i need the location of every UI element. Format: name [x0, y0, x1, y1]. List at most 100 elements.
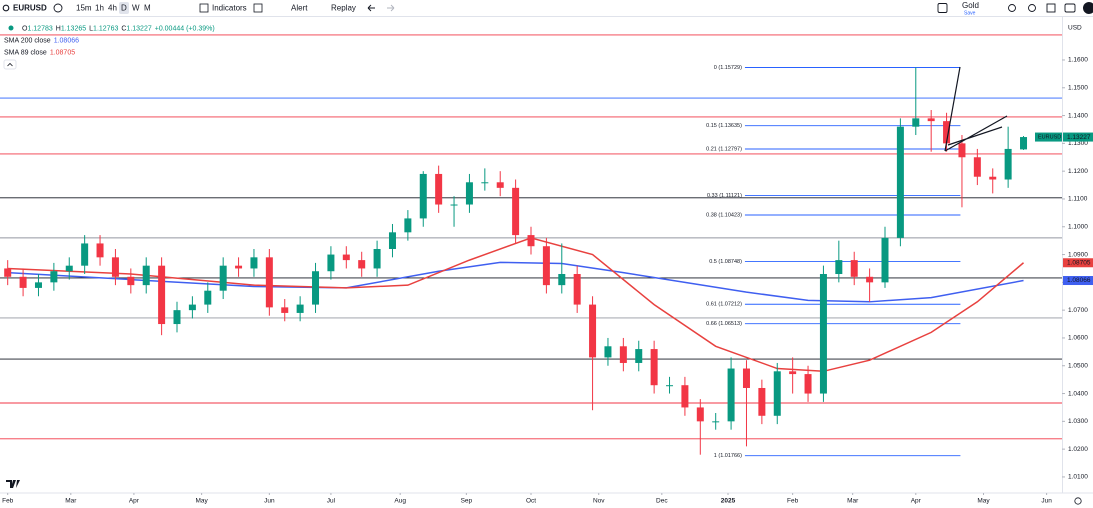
quick-search[interactable]	[1008, 4, 1016, 12]
candle-body	[342, 254, 350, 261]
undo-button[interactable]	[367, 4, 375, 12]
collapse-icon	[7, 62, 13, 67]
candle-body	[265, 257, 273, 308]
candle-body	[388, 232, 396, 249]
candle-body	[681, 385, 689, 408]
sma-price-tag-bg	[1063, 258, 1093, 268]
x-tick-label: Dec	[656, 498, 668, 505]
y-tick-label: 1.1300	[1068, 140, 1088, 147]
y-tick-label: 1.0700	[1068, 307, 1088, 314]
x-tick-label: Mar	[847, 498, 859, 505]
symbol[interactable]: EURUSD	[13, 4, 47, 13]
axis-settings[interactable]	[1074, 497, 1082, 505]
candle-body	[204, 290, 212, 305]
fib-label: 0 (1.15729)	[714, 65, 742, 71]
ohlc-key: H	[56, 25, 61, 32]
candle-body	[558, 274, 566, 286]
sma-value: 1.08705	[50, 49, 75, 56]
timeframe[interactable]: 4h	[108, 4, 117, 13]
y-tick-label: 1.0200	[1068, 446, 1088, 453]
candle-body	[866, 276, 874, 283]
save-label[interactable]: Save	[964, 10, 976, 16]
x-tick-label: Jun	[1041, 498, 1052, 505]
candle-body	[742, 368, 750, 388]
compare-button[interactable]	[53, 3, 63, 13]
candle-body	[188, 304, 196, 311]
sma-legend: SMA 89 close 1.08705	[4, 49, 75, 56]
y-tick-label: 1.0500	[1068, 362, 1088, 369]
sma-price-tag-bg	[1063, 276, 1093, 286]
candle-body	[881, 237, 889, 283]
candle-body	[989, 176, 997, 180]
y-tick-label: 1.0600	[1068, 335, 1088, 342]
trend-lines	[944, 66, 1008, 152]
symbol-tag-bg	[1035, 132, 1062, 142]
candle-body	[19, 276, 27, 288]
candle-body	[666, 385, 674, 387]
ohlc-key: C	[121, 25, 126, 32]
layout-icon[interactable]	[937, 3, 948, 13]
candle-body	[773, 371, 781, 416]
timeframe[interactable]: 1h	[95, 4, 104, 13]
currency-label: USD	[1068, 25, 1082, 32]
snapshot-button[interactable]	[1064, 3, 1076, 13]
timeframe[interactable]: M	[144, 4, 151, 13]
candle-body	[158, 265, 166, 325]
y-tick-label: 1.1400	[1068, 112, 1088, 119]
candle-body	[527, 235, 535, 247]
candle-body	[435, 173, 443, 205]
timeframe[interactable]: W	[132, 4, 140, 13]
candle-body	[712, 421, 720, 423]
sma-price-tag: 1.08705	[1067, 259, 1091, 266]
x-tick-label: Jun	[264, 498, 275, 505]
fullscreen-button[interactable]	[1046, 3, 1056, 13]
candle-body	[1020, 137, 1028, 150]
x-tick-label: Apr	[129, 498, 140, 505]
ohlc-key: O	[22, 25, 28, 32]
redo-button[interactable]	[387, 4, 395, 12]
indicators-icon	[199, 3, 209, 13]
indicators-button[interactable]: Indicators	[212, 4, 247, 13]
candle-body	[635, 349, 643, 363]
x-tick-label: Apr	[911, 498, 922, 505]
x-tick-label: Feb	[2, 498, 14, 505]
settings-button[interactable]	[1028, 4, 1036, 12]
candle-body	[619, 346, 627, 363]
candle-body	[219, 265, 227, 291]
timeframe[interactable]: 15m	[76, 4, 92, 13]
x-tick-label: Jul	[327, 498, 336, 505]
candle-body	[312, 271, 320, 305]
replay-button[interactable]: Replay	[331, 4, 356, 13]
candle-body	[281, 307, 289, 313]
candle-body	[958, 143, 966, 158]
toolbar: EURUSD 15m 1h 4h D W M Indicators Alert …	[0, 1, 1093, 17]
candle-body	[542, 246, 550, 286]
candle-body	[850, 260, 858, 277]
candle-body	[589, 304, 597, 358]
market-status	[8, 25, 14, 31]
timeframe[interactable]: D	[121, 4, 127, 13]
y-tick-label: 1.1100	[1068, 196, 1088, 203]
sma-price-tag: 1.08066	[1067, 277, 1091, 284]
y-tick-label: 1.0300	[1068, 418, 1088, 425]
collapse-legend[interactable]	[3, 59, 17, 70]
candle-body	[496, 182, 504, 188]
candle-body	[358, 260, 366, 269]
fib-label: 0.38 (1.10423)	[706, 212, 742, 218]
profile-avatar[interactable]	[1083, 2, 1093, 14]
legend: O1.12783 H1.13265 L1.12763 C1.13227 +0.00444…	[3, 25, 215, 70]
candle-body	[896, 126, 904, 238]
x-tick-label: Oct	[526, 498, 536, 505]
y-tick-label: 1.1600	[1068, 57, 1088, 64]
last-price-tag: 1.13227	[1067, 134, 1091, 141]
layout-name[interactable]: Gold	[962, 1, 979, 10]
search-icon[interactable]	[2, 4, 10, 12]
candle-body	[127, 276, 135, 286]
candle-body	[727, 368, 735, 422]
x-tick-label: 2025	[721, 498, 736, 505]
fib-label: 1 (1.01766)	[714, 453, 742, 459]
candle-body	[912, 118, 920, 127]
templates-icon[interactable]	[253, 3, 263, 13]
candle-body	[65, 265, 73, 272]
alert-button[interactable]: Alert	[291, 4, 308, 13]
